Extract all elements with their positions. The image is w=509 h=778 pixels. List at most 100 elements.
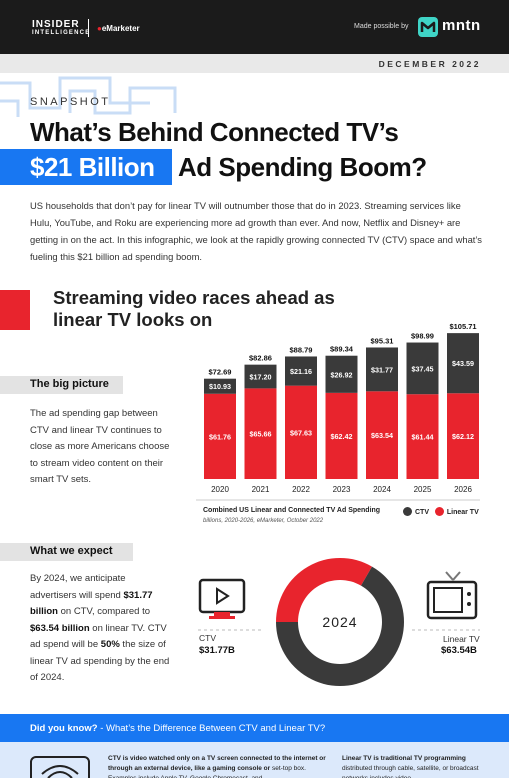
- report-date: DECEMBER 2022: [378, 59, 481, 69]
- what-we-expect-label-box: What we expect: [0, 543, 133, 561]
- ctv-dashed-line: [198, 629, 264, 631]
- bar-linear-tv: [204, 393, 236, 479]
- insider-intelligence-logo[interactable]: INSIDER INTELLIGENCE: [32, 20, 90, 38]
- year-tick-label: 2024: [373, 485, 391, 494]
- ctv-value-label: $21.16: [290, 367, 312, 376]
- bar-linear-tv: [366, 391, 398, 479]
- ctv-callout-label: CTV: [199, 633, 216, 643]
- ctv-definition-rest: set-top box. Examples include Apple TV, …: [108, 765, 306, 778]
- total-value-label: $95.31: [371, 336, 394, 345]
- bar-linear-tv: [406, 394, 439, 479]
- legend-linear-label: Linear TV: [446, 509, 479, 516]
- ctv-value-label: $17.20: [250, 373, 272, 382]
- section-accent-block: [0, 290, 30, 330]
- date-band: DECEMBER 2022: [0, 54, 509, 73]
- bar-linear-tv: [325, 392, 358, 479]
- expect-text-part: on CTV, compared to: [57, 606, 151, 617]
- linear-value-label: $61.44: [412, 433, 434, 442]
- donut-center-label: 2024: [322, 614, 357, 630]
- linear-value-label: $63.54: [371, 431, 393, 440]
- donut-slice-ctv: [276, 558, 372, 622]
- total-value-label: $88.79: [290, 345, 313, 354]
- decorative-pattern: [0, 76, 177, 117]
- expect-percent: 50%: [100, 639, 120, 650]
- year-tick-label: 2025: [414, 485, 432, 494]
- intro-paragraph: US households that don’t pay for linear …: [30, 200, 482, 262]
- linear-value-label: $62.12: [452, 432, 474, 441]
- brand-line1: INSIDER: [32, 19, 80, 30]
- bar-ctv: [366, 347, 398, 392]
- linear-value-label: $67.63: [290, 428, 312, 437]
- linear-tv-icon: [426, 571, 478, 620]
- ctv-value-label: $43.59: [452, 359, 474, 368]
- year-tick-label: 2022: [292, 485, 310, 494]
- top-bar: INSIDER INTELLIGENCE ●eMarketer Made pos…: [0, 0, 509, 54]
- linear-callout-value: $63.54B: [441, 645, 477, 656]
- legend-ctv-swatch: [403, 507, 412, 516]
- year-tick-label: 2026: [454, 485, 472, 494]
- total-value-label: $98.99: [411, 332, 434, 341]
- expect-text-part: the size of linear TV ad spending by the…: [30, 639, 170, 683]
- linear-dashed-line: [412, 629, 480, 631]
- big-picture-text: The ad spending gap between CTV and line…: [30, 408, 170, 485]
- ctv-value-label: $10.93: [209, 382, 231, 391]
- ctv-wifi-icon: [30, 756, 90, 778]
- brand-line2: INTELLIGENCE: [32, 30, 91, 36]
- expect-ctv-amount: $31.77 billion: [30, 589, 153, 618]
- ctv-value-label: $31.77: [371, 365, 393, 374]
- bar-ctv: [244, 364, 277, 389]
- title-highlight-text: $21 Billion: [30, 152, 155, 182]
- did-you-know-question: What’s the Difference Between CTV and Li…: [106, 723, 326, 734]
- snapshot-kicker: SNAPSHOT: [30, 96, 111, 108]
- ctv-value-label: $26.92: [331, 370, 353, 379]
- donut-slice-linear-tv: [276, 566, 404, 686]
- title-highlight-box: $21 Billion: [0, 149, 172, 185]
- expect-text-part: By 2024, we anticipate advertisers will …: [30, 573, 126, 601]
- chart-title: Combined US Linear and Connected TV Ad S…: [203, 507, 381, 514]
- bar-ctv: [285, 356, 317, 386]
- linear-value-label: $62.42: [331, 432, 353, 441]
- linear-value-label: $61.76: [209, 432, 231, 441]
- donut-chart: 2024: [276, 558, 404, 686]
- bar-linear-tv: [244, 388, 277, 479]
- bar-ctv: [406, 342, 439, 395]
- sponsor-name: mntn: [442, 17, 481, 34]
- linear-definition: Linear TV is traditional TV programming d…: [342, 754, 502, 778]
- year-tick-label: 2020: [211, 485, 229, 494]
- emarketer-logo[interactable]: ●eMarketer: [97, 24, 140, 33]
- linear-definition-rest: distributed through cable, satellite, or…: [342, 765, 479, 778]
- bar-linear-tv: [447, 393, 479, 479]
- big-picture-label: The big picture: [30, 378, 109, 390]
- big-picture-label-box: The big picture: [0, 376, 123, 394]
- linear-definition-bold: Linear TV is traditional TV programming: [342, 755, 466, 762]
- did-you-know-separator: -: [97, 723, 107, 734]
- ctv-definition: CTV is video watched only on a TV screen…: [108, 754, 333, 778]
- expect-text-part: on linear TV. CTV ad spend will be: [30, 622, 167, 651]
- page-title-line2: Ad Spending Boom?: [178, 152, 427, 182]
- expect-linear-amount: $63.54 billion: [30, 622, 90, 634]
- legend-ctv-label: CTV: [415, 509, 429, 516]
- what-we-expect-text: By 2024, we anticipate advertisers will …: [30, 571, 170, 687]
- total-value-label: $89.34: [330, 345, 354, 354]
- total-value-label: $82.86: [249, 354, 272, 363]
- ctv-callout-value: $31.77B: [199, 645, 235, 656]
- did-you-know-heading: Did you know? - What’s the Difference Be…: [30, 723, 325, 734]
- what-we-expect-label: What we expect: [30, 545, 113, 557]
- legend-linear-swatch: [434, 507, 444, 516]
- year-tick-label: 2023: [333, 485, 351, 494]
- linear-value-label: $65.66: [250, 430, 272, 439]
- total-value-label: $72.69: [209, 368, 232, 377]
- emarketer-text: eMarketer: [101, 24, 140, 33]
- smart-tv-icon: [198, 578, 246, 619]
- section-heading: Streaming video races ahead as linear TV…: [53, 287, 335, 330]
- bar-ctv: [325, 355, 358, 393]
- ctv-value-label: $37.45: [412, 364, 434, 373]
- made-possible-text: Made possible by: [354, 23, 409, 30]
- year-tick-label: 2021: [252, 485, 270, 494]
- ctv-definition-bold: CTV is video watched only on a TV screen…: [108, 755, 326, 772]
- chart-legend: CTV Linear TV: [403, 507, 479, 516]
- linear-callout-label: Linear TV: [443, 634, 480, 644]
- mntn-logo-icon[interactable]: [418, 17, 438, 37]
- did-you-know-lead: Did you know?: [30, 723, 98, 734]
